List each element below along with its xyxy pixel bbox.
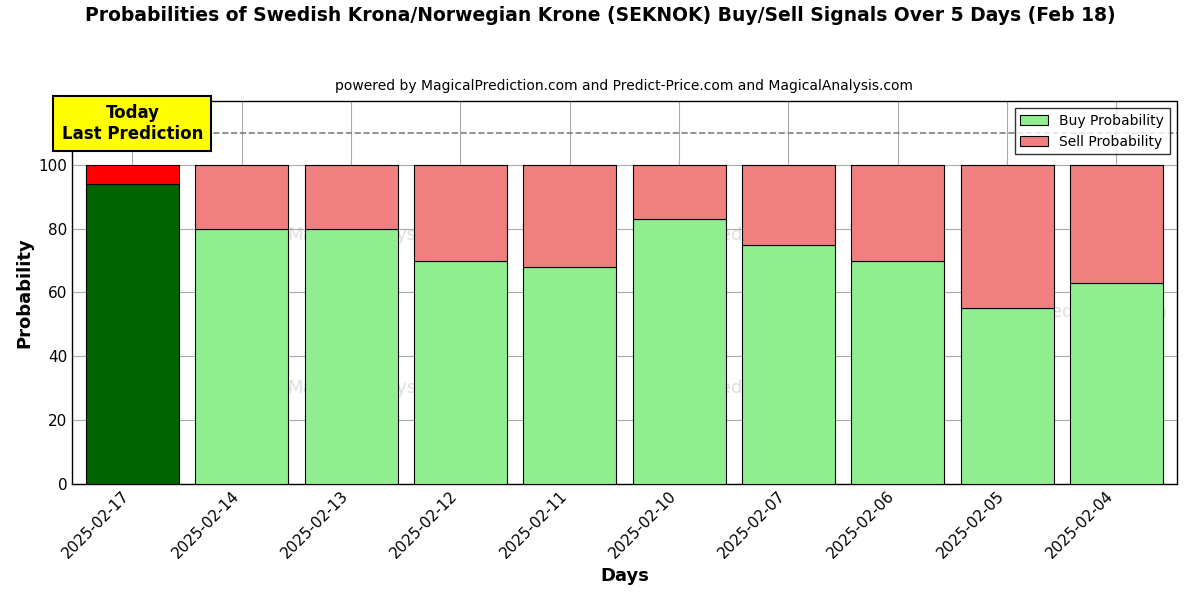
Bar xyxy=(960,308,1054,484)
Bar xyxy=(742,165,835,245)
Bar xyxy=(1070,283,1163,484)
X-axis label: Days: Days xyxy=(600,567,649,585)
Bar xyxy=(851,165,944,260)
Text: MagicalPrediction.com: MagicalPrediction.com xyxy=(634,379,836,397)
Text: MagicalAnalysis.com: MagicalAnalysis.com xyxy=(288,226,475,244)
Text: MagicalPrediction.com: MagicalPrediction.com xyxy=(965,302,1168,320)
Bar xyxy=(632,165,726,219)
Bar xyxy=(196,229,288,484)
Text: Probabilities of Swedish Krona/Norwegian Krone (SEKNOK) Buy/Sell Signals Over 5 : Probabilities of Swedish Krona/Norwegian… xyxy=(85,6,1115,25)
Text: MagicalAnalysis.com: MagicalAnalysis.com xyxy=(288,379,475,397)
Bar xyxy=(305,165,397,229)
Bar xyxy=(1070,165,1163,283)
Legend: Buy Probability, Sell Probability: Buy Probability, Sell Probability xyxy=(1015,108,1170,154)
Bar xyxy=(414,260,506,484)
Bar xyxy=(523,267,616,484)
Title: powered by MagicalPrediction.com and Predict-Price.com and MagicalAnalysis.com: powered by MagicalPrediction.com and Pre… xyxy=(335,79,913,93)
Bar xyxy=(742,245,835,484)
Y-axis label: Probability: Probability xyxy=(14,237,34,348)
Bar xyxy=(632,219,726,484)
Bar xyxy=(523,165,616,267)
Bar xyxy=(960,165,1054,308)
Bar xyxy=(851,260,944,484)
Text: Today
Last Prediction: Today Last Prediction xyxy=(61,104,203,143)
Bar xyxy=(86,165,179,184)
Bar xyxy=(86,184,179,484)
Text: MagicalPrediction.com: MagicalPrediction.com xyxy=(634,226,836,244)
Bar xyxy=(414,165,506,260)
Bar xyxy=(305,229,397,484)
Bar xyxy=(196,165,288,229)
